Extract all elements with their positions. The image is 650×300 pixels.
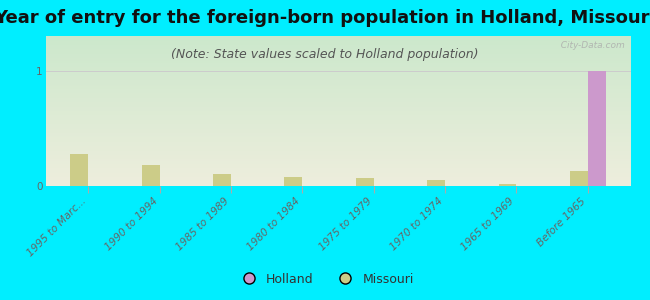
Bar <box>570 171 588 186</box>
Bar <box>588 70 606 186</box>
Text: (Note: State values scaled to Holland population): (Note: State values scaled to Holland po… <box>171 48 479 61</box>
Bar <box>285 177 302 186</box>
Bar <box>142 165 160 186</box>
Text: City-Data.com: City-Data.com <box>555 40 625 50</box>
Bar <box>499 184 516 186</box>
Bar <box>213 175 231 186</box>
Text: Year of entry for the foreign-born population in Holland, Missouri: Year of entry for the foreign-born popul… <box>0 9 650 27</box>
Bar <box>427 180 445 186</box>
Bar <box>356 178 374 186</box>
Legend: Holland, Missouri: Holland, Missouri <box>231 268 419 291</box>
Bar <box>70 154 88 186</box>
